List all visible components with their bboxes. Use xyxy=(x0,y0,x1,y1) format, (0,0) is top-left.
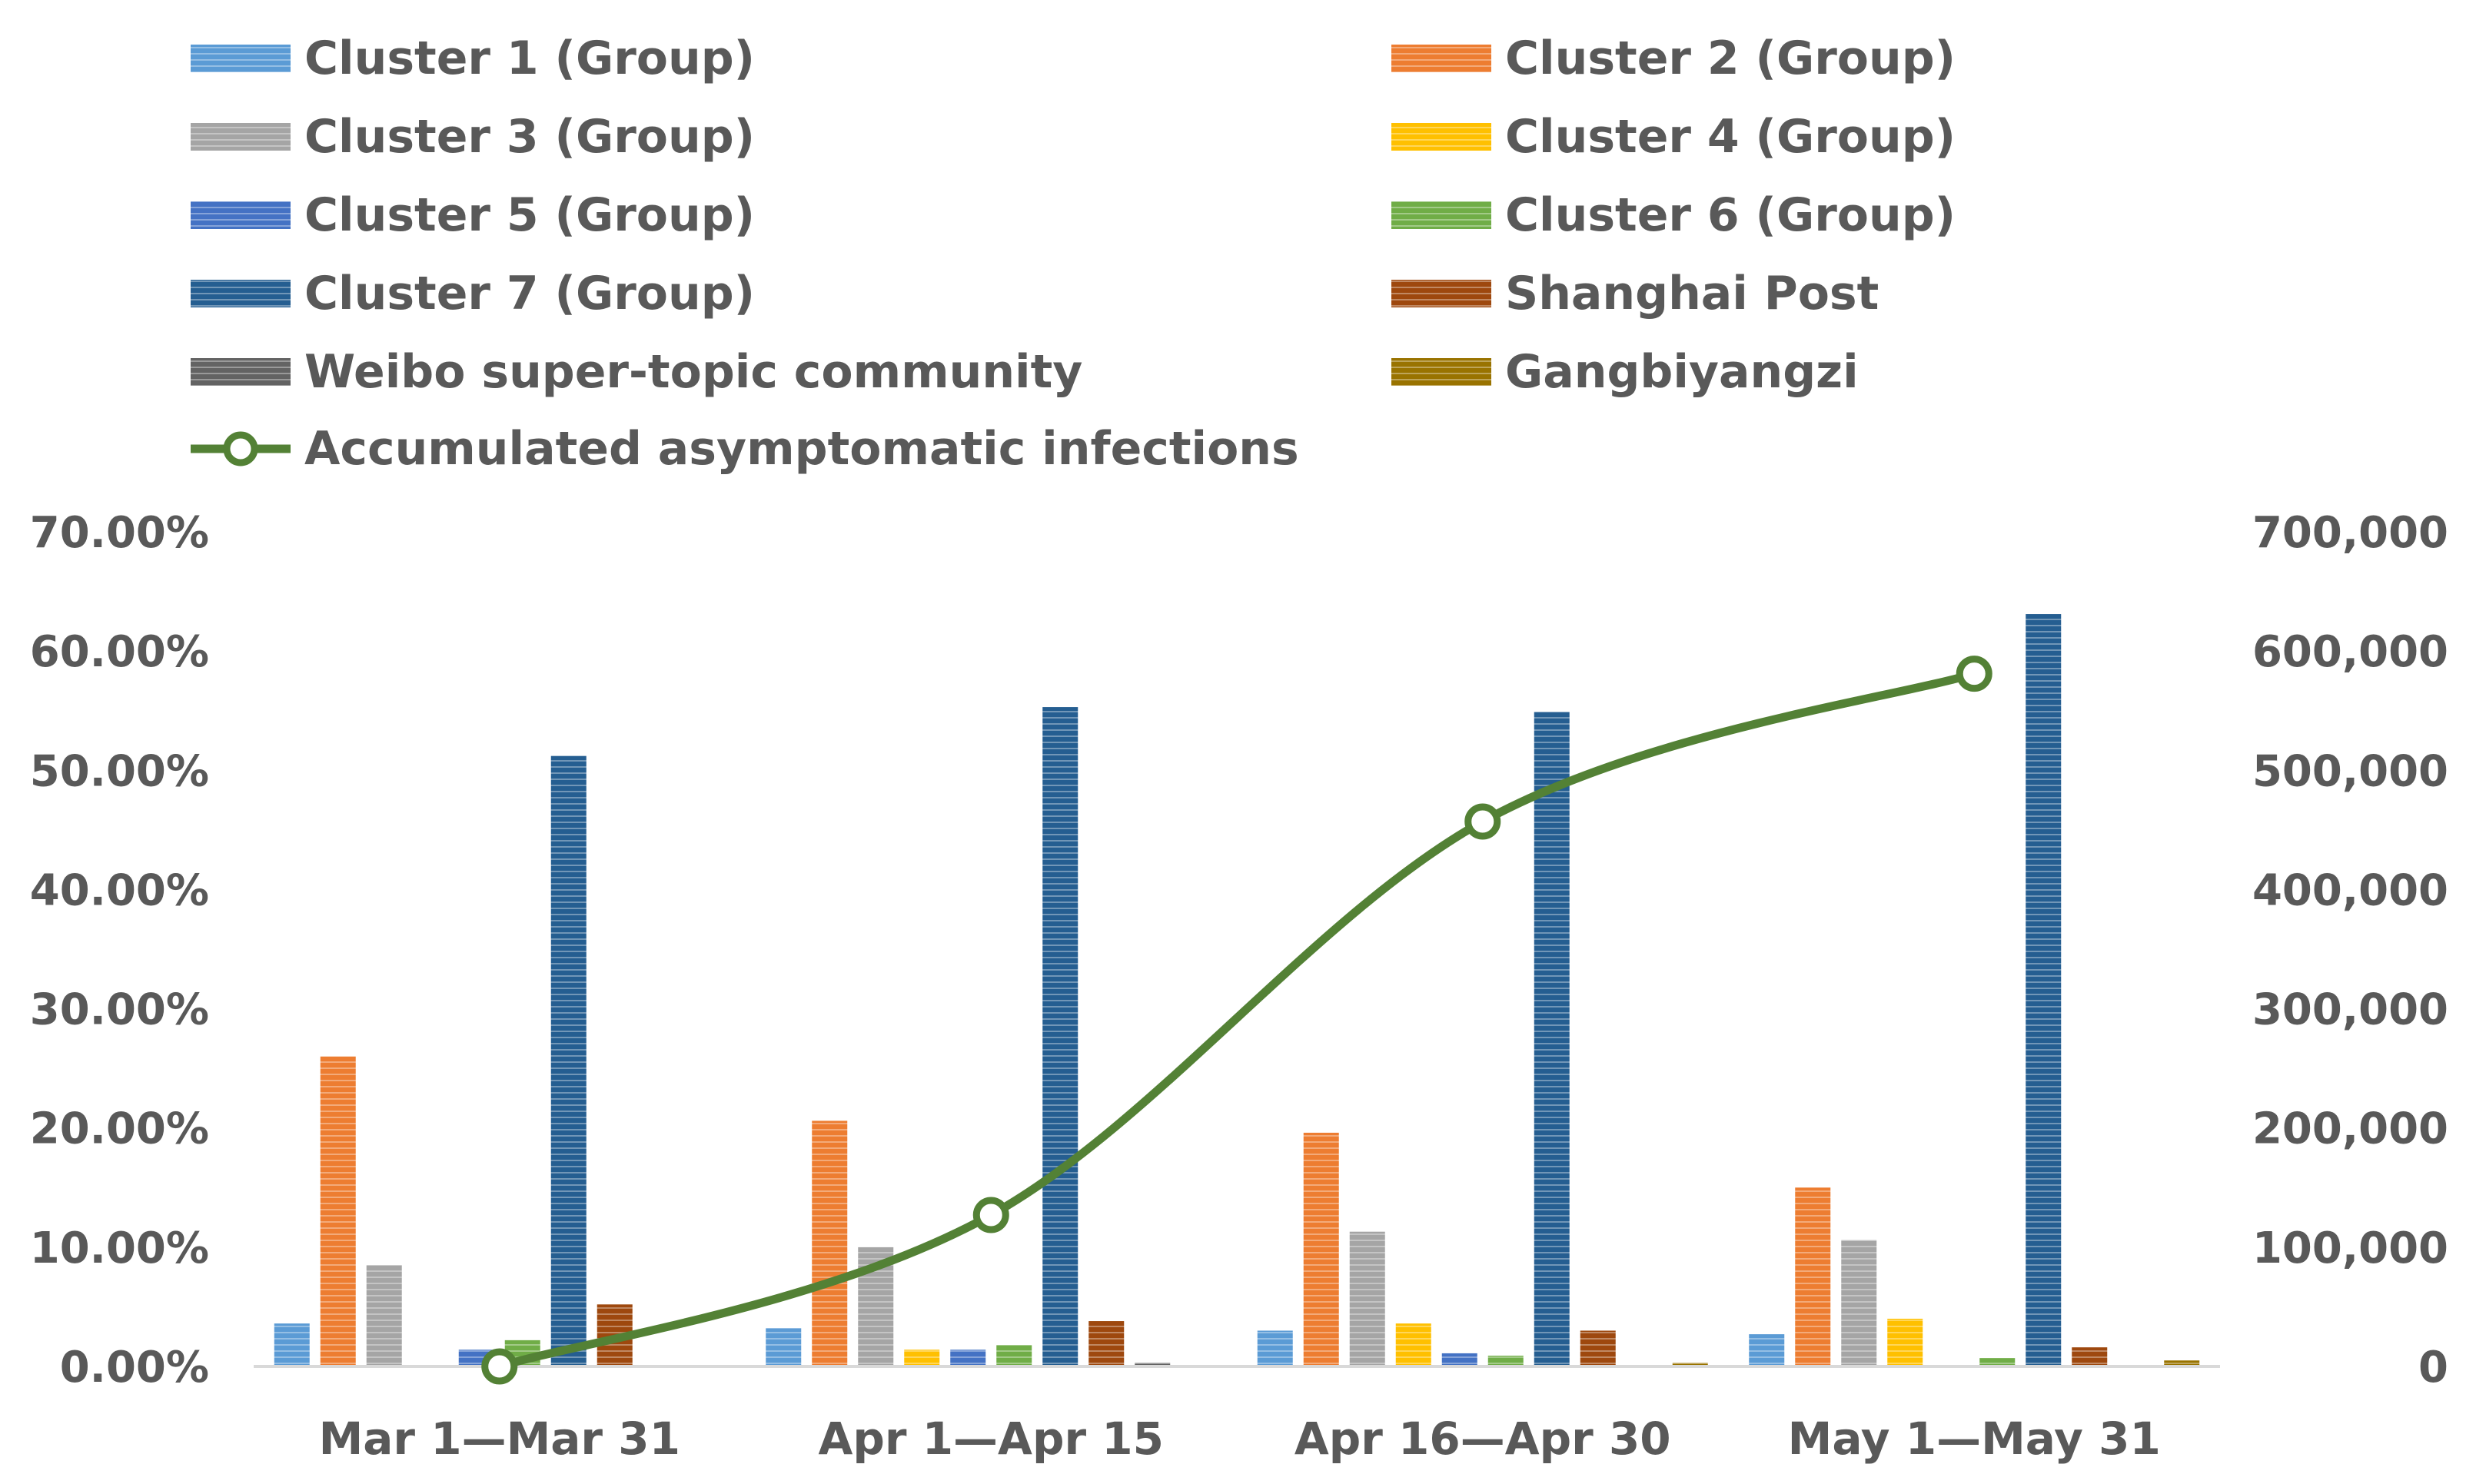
legend-label: Cluster 4 (Group) xyxy=(1505,110,1956,164)
bar-shanghai-post-3 xyxy=(1580,1330,1616,1366)
right-tick-label: 200,000 xyxy=(2252,1104,2448,1154)
right-tick-label: 500,000 xyxy=(2252,746,2448,796)
legend-label: Weibo super-topic community xyxy=(304,345,1082,399)
legend-item-cluster-5-group: Cluster 5 (Group) xyxy=(191,188,755,242)
x-tick-label: Apr 1—Apr 15 xyxy=(819,1413,1164,1465)
line-point-4 xyxy=(1956,656,1992,692)
bar-cluster-3-group-3 xyxy=(1349,1231,1385,1366)
bar-cluster-7-group-1 xyxy=(550,755,587,1366)
right-tick-label: 300,000 xyxy=(2252,985,2448,1035)
legend-item-gangbiyangzi: Gangbiyangzi xyxy=(1391,345,1859,399)
line-series xyxy=(481,656,1992,1385)
bar-group-mar-1-mar-31 xyxy=(274,755,633,1366)
legend-swatch xyxy=(1391,280,1491,307)
right-tick-label: 700,000 xyxy=(2252,508,2448,558)
bar-cluster-6-group-2 xyxy=(996,1345,1032,1366)
legend-label: Cluster 7 (Group) xyxy=(304,267,755,320)
legend-swatch xyxy=(191,123,291,151)
bar-cluster-1-group-3 xyxy=(1257,1330,1293,1366)
legend-label: Shanghai Post xyxy=(1505,267,1879,320)
line-point-3 xyxy=(1464,803,1501,840)
bar-cluster-2-group-4 xyxy=(1795,1187,1831,1366)
legend-item-accumulated-asymptomatic-infections: Accumulated asymptomatic infections xyxy=(191,422,1299,476)
right-tick-label: 400,000 xyxy=(2252,865,2448,915)
legend-label: Cluster 5 (Group) xyxy=(304,188,755,242)
bar-cluster-7-group-3 xyxy=(1534,712,1570,1366)
x-tick-label: Apr 16—Apr 30 xyxy=(1294,1413,1671,1465)
line-point-2 xyxy=(972,1197,1009,1233)
x-tick-label: Mar 1—Mar 31 xyxy=(319,1413,680,1465)
legend-swatch xyxy=(1391,201,1491,229)
legend-item-cluster-7-group: Cluster 7 (Group) xyxy=(191,267,755,320)
left-tick-label: 20.00% xyxy=(30,1104,209,1154)
left-tick-label: 50.00% xyxy=(30,746,209,796)
right-tick-label: 0 xyxy=(2418,1343,2448,1393)
left-y-axis: 0.00% 10.00% 20.00% 30.00% 40.00% 50.00% 60.00… xyxy=(30,508,209,1393)
bar-weibo-super-topic-community-2 xyxy=(1135,1363,1171,1366)
bar-group-apr-1-apr-15 xyxy=(766,707,1171,1366)
legend-item-cluster-3-group: Cluster 3 (Group) xyxy=(191,110,755,164)
legend-item-cluster-1-group: Cluster 1 (Group) xyxy=(191,32,755,85)
bar-group-may-1-may-31 xyxy=(1749,614,2200,1366)
bar-cluster-6-group-4 xyxy=(1979,1358,2016,1366)
bar-cluster-4-group-3 xyxy=(1395,1323,1431,1366)
bar-cluster-5-group-2 xyxy=(950,1350,986,1366)
bar-cluster-1-group-2 xyxy=(766,1328,802,1366)
left-tick-label: 70.00% xyxy=(30,508,209,558)
bar-group-apr-16-apr-30 xyxy=(1257,712,1708,1366)
legend-swatch xyxy=(191,45,291,72)
bar-gangbiyangzi-3 xyxy=(1672,1363,1708,1366)
left-tick-label: 0.00% xyxy=(60,1343,209,1393)
bars xyxy=(274,614,2200,1366)
left-tick-label: 30.00% xyxy=(30,985,209,1035)
line-point-1 xyxy=(481,1348,518,1385)
right-tick-label: 100,000 xyxy=(2252,1223,2448,1273)
legend-label: Accumulated asymptomatic infections xyxy=(304,422,1299,476)
bar-cluster-4-group-4 xyxy=(1887,1318,1923,1366)
bar-cluster-2-group-2 xyxy=(812,1120,848,1366)
x-axis-labels: Mar 1—Mar 31 Apr 1—Apr 15 Apr 16—Apr 30 May… xyxy=(319,1413,2161,1465)
right-y-axis: 0 100,000 200,000 300,000 400,000 500,000 600,… xyxy=(2252,508,2448,1393)
accumulated-infections-line xyxy=(495,669,1979,1371)
right-tick-label: 600,000 xyxy=(2252,627,2448,677)
legend-swatch xyxy=(191,280,291,307)
bar-cluster-7-group-2 xyxy=(1042,707,1078,1366)
legend-item-shanghai-post: Shanghai Post xyxy=(1391,267,1879,320)
legend-swatch xyxy=(1391,45,1491,72)
legend-item-cluster-6-group: Cluster 6 (Group) xyxy=(1391,188,1956,242)
legend-swatch xyxy=(1391,358,1491,386)
bar-cluster-2-group-3 xyxy=(1303,1132,1339,1366)
bar-shanghai-post-4 xyxy=(2072,1347,2108,1366)
legend: Cluster 1 (Group) Cluster 2 (Group) Cluste… xyxy=(191,32,1956,476)
bar-cluster-5-group-3 xyxy=(1441,1353,1477,1366)
bar-cluster-3-group-1 xyxy=(366,1265,402,1366)
bar-cluster-7-group-4 xyxy=(2026,614,2062,1366)
bar-cluster-1-group-4 xyxy=(1749,1334,1785,1366)
legend-item-cluster-2-group: Cluster 2 (Group) xyxy=(1391,32,1956,85)
bar-cluster-4-group-2 xyxy=(904,1350,940,1366)
legend-swatch xyxy=(191,358,291,386)
legend-label: Cluster 6 (Group) xyxy=(1505,188,1956,242)
legend-item-cluster-4-group: Cluster 4 (Group) xyxy=(1391,110,1956,164)
legend-swatch xyxy=(191,201,291,229)
legend-label: Cluster 1 (Group) xyxy=(304,32,755,85)
legend-swatch xyxy=(1391,123,1491,151)
legend-label: Cluster 2 (Group) xyxy=(1505,32,1956,85)
left-tick-label: 40.00% xyxy=(30,865,209,915)
legend-item-weibo-super-topic-community: Weibo super-topic community xyxy=(191,345,1082,399)
legend-marker xyxy=(223,431,258,466)
bar-shanghai-post-2 xyxy=(1088,1321,1125,1366)
bar-gangbiyangzi-4 xyxy=(2164,1360,2200,1366)
legend-label: Gangbiyangzi xyxy=(1505,345,1859,399)
x-tick-label: May 1—May 31 xyxy=(1788,1413,2161,1465)
bar-cluster-6-group-3 xyxy=(1487,1356,1524,1366)
legend-label: Cluster 3 (Group) xyxy=(304,110,755,164)
left-tick-label: 60.00% xyxy=(30,627,209,677)
bar-cluster-1-group-1 xyxy=(274,1323,310,1366)
bar-cluster-2-group-1 xyxy=(320,1056,356,1366)
bar-cluster-3-group-4 xyxy=(1841,1240,1877,1366)
left-tick-label: 10.00% xyxy=(30,1223,209,1273)
